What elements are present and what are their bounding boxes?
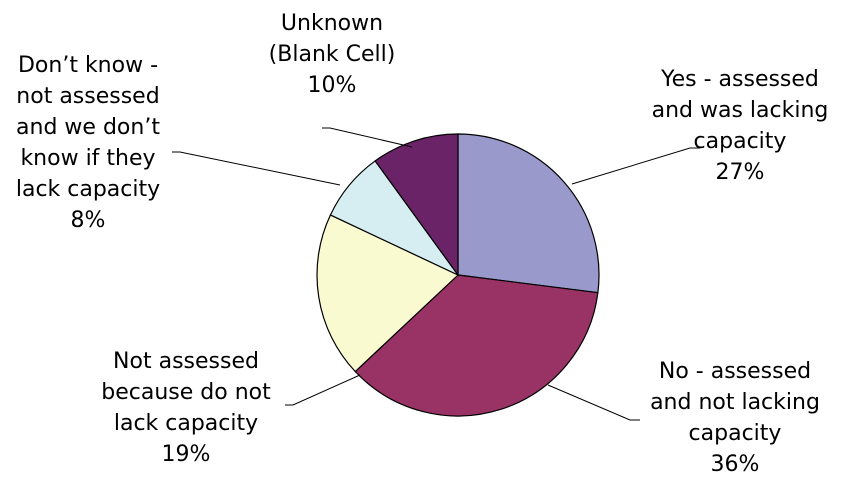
slice-label-line: know if they bbox=[20, 146, 155, 171]
leader-lines bbox=[172, 127, 700, 421]
leader-line-1 bbox=[571, 147, 700, 185]
slice-label-line: lack capacity bbox=[16, 177, 160, 202]
slice-label-line: because do not bbox=[101, 380, 271, 405]
slice-label-1: Yes - assessed and was lacking capacity 27% bbox=[652, 67, 829, 185]
slice-percent-5: 10% bbox=[308, 73, 357, 98]
slice-label-line: lack capacity bbox=[114, 411, 258, 436]
slice-label-line: Unknown bbox=[281, 11, 383, 36]
slice-percent-3: 19% bbox=[162, 442, 211, 467]
slice-label-line: and was lacking bbox=[652, 98, 829, 123]
slice-label-line: and we don’t bbox=[16, 115, 160, 140]
slice-percent-2: 36% bbox=[711, 452, 760, 477]
slice-label-line: capacity bbox=[689, 421, 782, 446]
slice-labels: Yes - assessed and was lacking capacity 27%… bbox=[16, 11, 829, 477]
slice-label-4: Don’t know - not assessed and we don’t know… bbox=[16, 53, 160, 233]
slice-label-3: Not assessed because do not lack capacity 1… bbox=[101, 349, 271, 467]
pie-slice-2 bbox=[354, 274, 599, 417]
leader-line-3 bbox=[285, 374, 361, 406]
slice-percent-4: 8% bbox=[71, 208, 106, 233]
pie-slice-5 bbox=[374, 133, 459, 277]
slice-label-line: Not assessed bbox=[113, 349, 259, 374]
slice-label-2: No - assessed and not lacking capacity 36% bbox=[650, 359, 820, 477]
slice-label-line: not assessed bbox=[16, 84, 159, 109]
slice-label-line: Yes - assessed bbox=[660, 67, 819, 92]
slice-label-line: capacity bbox=[694, 129, 787, 154]
slice-label-line: No - assessed bbox=[659, 359, 811, 384]
pie-slices bbox=[316, 133, 600, 417]
slice-label-line: and not lacking bbox=[650, 390, 820, 415]
slice-label-line: Don’t know - bbox=[18, 53, 158, 78]
pie-slice-1 bbox=[457, 133, 600, 294]
leader-line-5 bbox=[322, 127, 413, 148]
leader-line-2 bbox=[547, 384, 640, 421]
slice-percent-1: 27% bbox=[716, 160, 765, 185]
slice-label-line: (Blank Cell) bbox=[269, 42, 396, 67]
pie-slice-3 bbox=[316, 214, 460, 373]
slice-label-5: Unknown (Blank Cell) 10% bbox=[269, 11, 396, 98]
leader-line-4 bbox=[172, 151, 341, 186]
